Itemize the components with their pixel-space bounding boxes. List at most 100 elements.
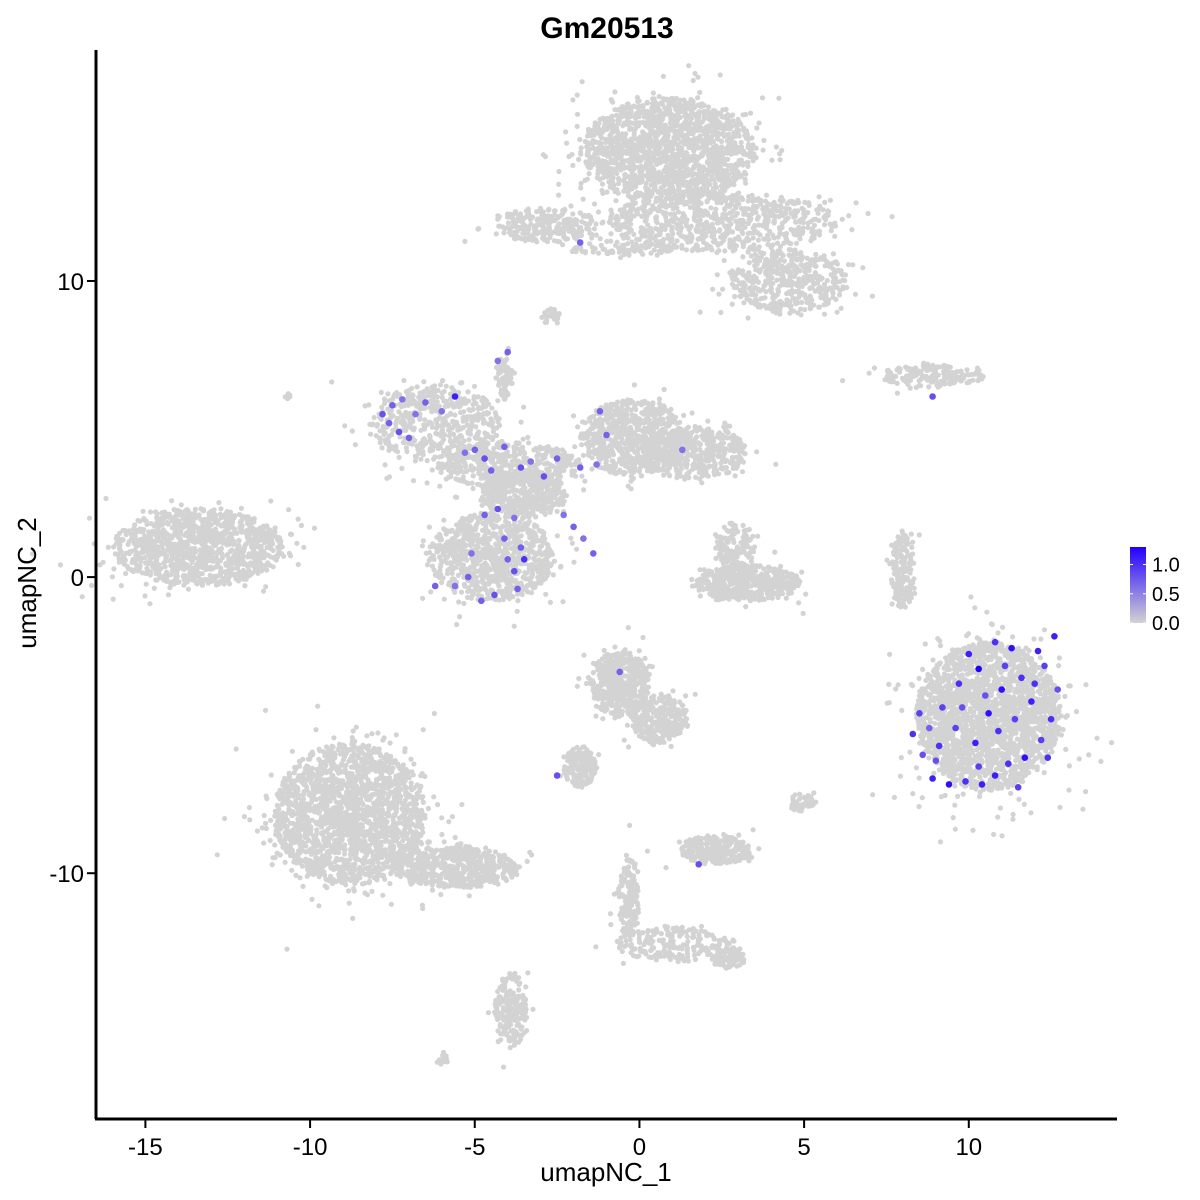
cell-point — [208, 574, 214, 581]
cell-point — [852, 291, 859, 297]
cell-point — [830, 294, 836, 300]
cell-point — [495, 213, 501, 219]
cell-point — [571, 234, 578, 240]
cell-point — [811, 216, 817, 223]
cell-point — [142, 593, 148, 599]
cell-point — [677, 106, 683, 113]
cell-point — [197, 552, 203, 558]
cell-point — [569, 226, 575, 232]
cell-point — [697, 309, 703, 315]
cell-point — [534, 217, 540, 223]
cell-point — [701, 239, 707, 245]
cell-point — [100, 559, 106, 565]
cell-point — [637, 158, 644, 164]
cell-point — [754, 125, 760, 131]
cell-point — [691, 145, 698, 151]
cell-point — [798, 312, 804, 318]
cell-point — [683, 150, 689, 156]
cell-point — [586, 226, 592, 233]
cell-point — [222, 538, 228, 544]
cell-point — [263, 584, 269, 590]
cell-point — [412, 453, 418, 459]
cell-point — [753, 155, 759, 161]
cell-point — [715, 242, 721, 248]
cell-point — [743, 180, 749, 186]
cell-point — [437, 382, 444, 388]
cell-point — [480, 395, 486, 401]
cell-point — [816, 232, 823, 238]
cell-point — [481, 411, 487, 417]
cell-point — [465, 389, 471, 395]
cell-point — [408, 401, 414, 407]
cell-point — [728, 210, 734, 216]
cell-point — [624, 121, 631, 127]
cell-point — [653, 198, 659, 205]
cell-point — [821, 222, 828, 228]
cell-point — [430, 390, 436, 396]
cell-point — [164, 519, 170, 526]
cell-point — [568, 203, 574, 209]
cell-point — [143, 546, 150, 552]
cell-point — [784, 237, 790, 243]
cell-point — [579, 248, 586, 254]
cell-point — [807, 285, 813, 291]
cell-point — [185, 554, 191, 561]
cell-point — [686, 63, 692, 69]
cell-point — [137, 526, 143, 532]
cell-point — [860, 265, 866, 271]
cell-point — [621, 165, 627, 171]
cell-point — [520, 226, 527, 232]
cell-point — [780, 198, 786, 204]
cell-point — [608, 143, 615, 149]
cell-point — [395, 449, 401, 455]
cell-point — [600, 246, 606, 252]
cell-point — [697, 235, 703, 242]
cell-point — [368, 431, 374, 437]
cell-point — [629, 170, 635, 176]
cell-point — [687, 204, 693, 210]
cell-point — [193, 562, 200, 568]
cell-point — [821, 293, 827, 299]
cell-point — [761, 211, 767, 217]
cell-point — [869, 293, 876, 299]
cell-point — [763, 192, 770, 198]
cell-point — [688, 116, 695, 122]
cell-point — [164, 573, 170, 579]
cell-point — [619, 148, 625, 154]
cell-point — [634, 104, 640, 110]
cell-point — [403, 427, 409, 433]
cell-point — [918, 370, 924, 377]
cell-point — [155, 566, 161, 572]
cell-point — [642, 196, 648, 202]
cell-point — [455, 444, 461, 450]
cell-point — [778, 212, 784, 218]
cell-point — [716, 228, 722, 234]
cell-point — [816, 217, 822, 224]
cell-point — [724, 223, 731, 229]
cell-point — [827, 285, 834, 291]
cell-point — [710, 286, 716, 292]
cell-point — [738, 205, 745, 212]
cell-point — [505, 211, 511, 217]
cell-point — [245, 538, 251, 544]
cell-point — [758, 254, 764, 260]
cell-point — [761, 137, 767, 143]
cell-point — [790, 199, 796, 205]
cell-point — [378, 389, 384, 395]
cell-point — [542, 319, 548, 325]
cell-point — [766, 236, 772, 242]
cell-point — [252, 567, 258, 573]
cell-point — [455, 427, 461, 433]
cell-point — [626, 252, 632, 258]
cell-point — [135, 517, 141, 524]
cell-point — [443, 383, 449, 389]
cell-point — [686, 154, 692, 160]
cell-point — [597, 116, 603, 122]
cell-point — [760, 206, 766, 212]
cell-point — [797, 268, 803, 274]
cell-point — [799, 299, 805, 305]
cell-point — [695, 199, 701, 205]
cell-point — [815, 210, 821, 216]
cell-point — [771, 220, 777, 226]
cell-point — [912, 365, 919, 371]
